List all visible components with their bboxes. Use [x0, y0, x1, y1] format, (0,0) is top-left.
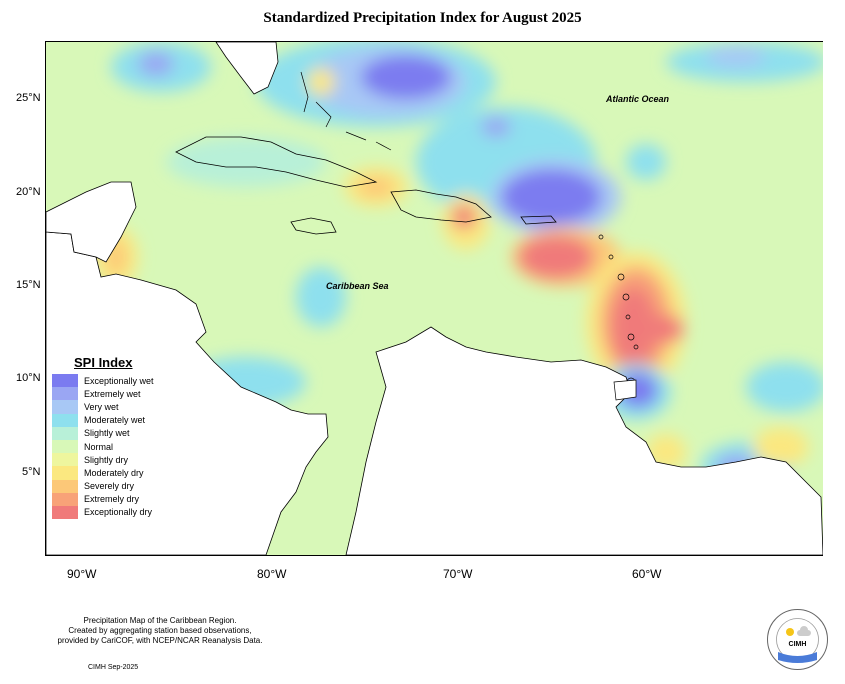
legend-label: Severely dry [84, 481, 135, 492]
florida-land [215, 42, 279, 95]
central-america-land [46, 231, 329, 555]
trinidad-outline [613, 379, 637, 401]
legend-item: Moderately wet [52, 413, 162, 427]
lat-label-20n: 20°N [16, 186, 41, 198]
spi-anomaly-fields [94, 42, 823, 547]
spi-map-canvas [46, 42, 823, 555]
legend-item: Slightly dry [52, 453, 162, 467]
legend-swatch [52, 413, 78, 427]
legend-item: Exceptionally wet [52, 374, 162, 388]
legend-label: Slightly dry [84, 454, 129, 465]
legend-item: Very wet [52, 400, 162, 414]
land-masses [46, 42, 823, 555]
water-icon [778, 652, 817, 663]
legend-label: Slightly wet [84, 428, 130, 439]
legend-swatch [52, 505, 78, 520]
legend-label: Extremely dry [84, 494, 140, 505]
lat-label-15n: 15°N [16, 279, 41, 291]
legend-item: Extremely dry [52, 492, 162, 506]
cimh-logo: CIMH [766, 608, 829, 671]
spi-map [45, 41, 823, 556]
legend-item: Slightly wet [52, 426, 162, 440]
south-america-land [345, 326, 823, 555]
legend-label: Exceptionally wet [84, 375, 154, 386]
lon-label-90w: 90°W [67, 567, 97, 581]
legend-swatch [52, 387, 78, 401]
legend-label: Extremely wet [84, 388, 141, 399]
legend-swatch [52, 453, 78, 467]
lat-label-10n: 10°N [16, 372, 41, 384]
footer-line-1: Precipitation Map of the Caribbean Regio… [83, 616, 237, 625]
yucatan-land [46, 181, 137, 263]
footer-line-3: provided by CariCOF, with NCEP/NCAR Rean… [57, 636, 263, 645]
lat-label-25n: 25°N [16, 92, 41, 104]
legend-label: Moderately dry [84, 467, 144, 478]
lon-label-60w: 60°W [632, 567, 662, 581]
legend-item: Normal [52, 439, 162, 454]
spi-legend: SPI Index Exceptionally wet Extremely wet… [52, 355, 162, 520]
cloud-icon [797, 626, 811, 636]
legend-swatch [52, 479, 78, 493]
legend-item: Extremely wet [52, 387, 162, 401]
hispaniola-outline [390, 189, 492, 223]
caribbean-sea-label: Caribbean Sea [326, 281, 389, 291]
legend-item: Moderately dry [52, 466, 162, 480]
bahamas-outline [300, 71, 392, 151]
cuba-outline [175, 136, 378, 188]
logo-text: CIMH [789, 641, 807, 648]
lon-label-80w: 80°W [257, 567, 287, 581]
legend-label: Exceptionally dry [84, 507, 153, 518]
legend-swatch [52, 400, 78, 414]
legend-swatch [52, 439, 78, 454]
atlantic-ocean-label: Atlantic Ocean [606, 94, 670, 104]
footer-note: Precipitation Map of the Caribbean Regio… [10, 616, 310, 646]
legend-swatch [52, 426, 78, 440]
legend-title: SPI Index [74, 355, 133, 370]
cimh-logo-icon: CIMH [767, 609, 828, 670]
legend-item: Exceptionally dry [52, 505, 162, 520]
footer-line-2: Created by aggregating station based obs… [68, 626, 252, 635]
legend-label: Normal [84, 441, 114, 452]
legend-swatch [52, 492, 78, 506]
lat-label-5n: 5°N [22, 466, 41, 478]
legend-label: Very wet [84, 401, 119, 412]
legend-item: Severely dry [52, 479, 162, 493]
legend-swatch [52, 374, 78, 388]
jamaica-outline [290, 217, 337, 235]
legend-swatch [52, 466, 78, 480]
lon-label-70w: 70°W [443, 567, 473, 581]
sun-icon [786, 628, 794, 636]
map-title: Standardized Precipitation Index for Aug… [263, 10, 582, 26]
legend-rows: Exceptionally wet Extremely wet Very wet Mo… [52, 374, 162, 520]
footer-credit: CIMH Sep-2025 [88, 664, 139, 671]
puerto-rico-outline [520, 215, 557, 225]
legend-label: Moderately wet [84, 415, 146, 426]
